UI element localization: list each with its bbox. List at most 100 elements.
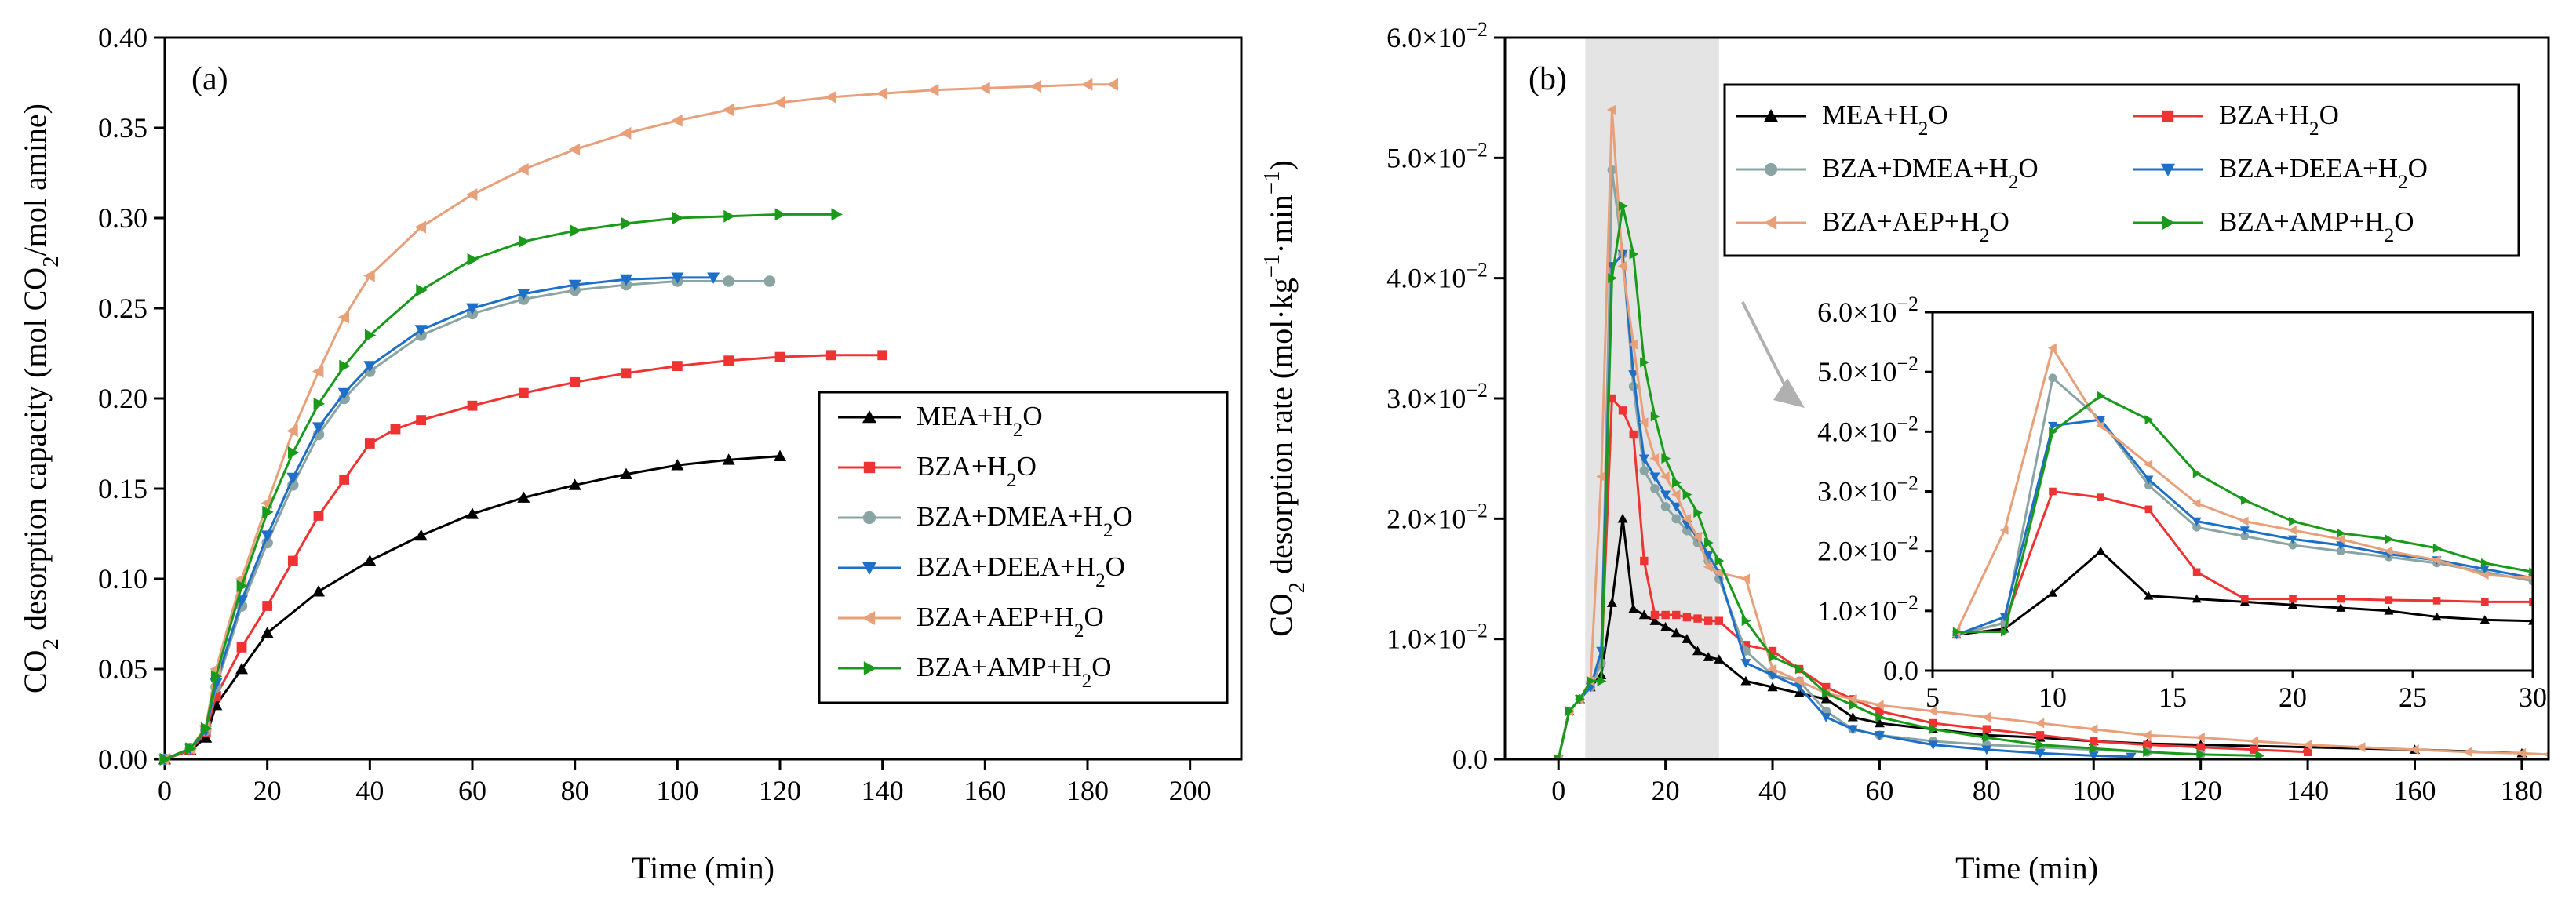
a-x-tick-label: 80 [561,775,589,806]
b-data-point-bza-aep-h2o [1874,700,1884,711]
x-axis-title-b: Time (min) [1955,850,2098,886]
inset-data-point-mea-h2o [2288,600,2297,609]
b-data-point-bza-amp-h2o [1822,688,1831,699]
b-data-point-bza-aep-h2o [1703,562,1713,573]
a-data-point-bza-h2o [518,387,529,398]
legend-entry-bza-amp-h2o: BZA+AMP+H2O [838,652,1112,692]
inset-data-point-bza-aep-h2o [2479,570,2489,580]
b-data-point-bza-amp-h2o [1875,711,1885,722]
b-data-point-bza-deea-h2o [1981,745,1992,755]
inset-data-point-mea-h2o [2048,587,2057,597]
inset-data-point-bza-h2o [2241,595,2249,603]
a-x-tick-label: 100 [656,775,698,806]
b-data-point-bza-aep-h2o [1847,693,1857,704]
b-data-point-bza-amp-h2o [1586,675,1596,686]
b-data-point-bza-h2o [1661,610,1670,620]
inset-data-point-bza-deea-h2o [2336,541,2346,551]
a-data-point-mea-h2o [671,459,684,471]
inset-data-point-bza-deea-h2o [2144,475,2154,485]
a-series-line-bza-dmea-h2o [164,280,770,761]
a-data-point-bza-amp-h2o [262,505,274,518]
b-data-point-bza-aep-h2o [1767,664,1777,675]
b-data-point-bza-amp-h2o [1703,537,1714,548]
a-data-point-bza-h2o [621,368,632,379]
a-data-point-bza-deea-h2o [414,325,428,336]
a-data-point-bza-deea-h2o [620,274,632,286]
b-series-line-bza-h2o [1557,395,2308,759]
a-x-tick-label: 140 [862,775,904,806]
b-data-point-bza-amp-h2o [1929,724,1939,735]
b-data-point-mea-h2o [1638,609,1649,620]
inset-data-point-bza-h2o [2481,598,2489,606]
inset-data-point-bza-amp-h2o [2144,415,2154,425]
b-x-tick-label: 100 [2072,775,2115,806]
a-data-point-bza-amp-h2o [210,670,223,683]
b-data-point-bza-h2o [1618,406,1627,415]
b-data-point-bza-amp-h2o [1650,411,1660,422]
a-data-point-bza-h2o [236,642,247,653]
b-data-point-bza-dmea-h2o [1671,514,1682,524]
a-data-point-mea-h2o [312,585,325,597]
b-data-point-bza-deea-h2o [1649,472,1660,482]
b-data-point-mea-h2o [1740,675,1751,686]
b-y-tick-label: 2.0×10−2 [1386,499,1488,535]
a-data-point-bza-deea-h2o [517,289,530,300]
a-y-tick-label: 0.05 [98,653,148,685]
a-x-tick-label: 20 [253,775,282,806]
a-y-tick-label: 0.20 [98,383,148,414]
b-data-point-bza-h2o [1640,556,1649,566]
inset-x-tick-label: 10 [2039,682,2067,713]
a-series-bza-amp-h2o [159,208,843,766]
a-series-line-bza-h2o [164,354,883,761]
legend-marker [1764,162,1778,176]
b-data-point-bza-aep-h2o [1928,706,1937,717]
b-data-point-mea-h2o [1606,598,1617,607]
inset-data-point-bza-amp-h2o [2241,495,2250,505]
a-data-point-mea-h2o [414,529,428,541]
b-data-point-bza-amp-h2o [1554,754,1564,759]
b-data-point-bza-h2o [2196,743,2205,751]
b-data-point-bza-h2o [2143,740,2152,749]
a-data-point-bza-h2o [467,400,478,411]
a-data-point-bza-aep-h2o [337,311,350,324]
inset-x-tick-label: 25 [2399,682,2427,713]
b-data-point-bza-amp-h2o [2196,749,2206,759]
a-data-point-bza-amp-h2o [621,216,632,230]
a-data-point-bza-amp-h2o [364,329,377,342]
b-data-point-bza-h2o [1982,725,1991,733]
legend-marker [1764,109,1778,122]
legend-label: BZA+DEEA+H2O [2219,153,2428,193]
b-data-point-bza-amp-h2o [1741,616,1751,627]
b-data-point-bza-amp-h2o [2090,743,2099,754]
b-data-point-bza-h2o [1929,718,1937,728]
inset-data-point-bza-h2o [2192,568,2201,576]
b-data-point-bza-amp-h2o [1768,652,1778,663]
a-data-point-bza-dmea-h2o [723,275,734,287]
inset-data-point-bza-h2o [2144,505,2153,514]
b-series-bza-aep-h2o [1553,104,2549,759]
b-data-point-bza-amp-h2o [1640,357,1649,368]
inset-data-point-bza-h2o [2049,487,2057,496]
inset-data-point-mea-h2o [2336,603,2346,612]
inset-data-point-bza-aep-h2o [2432,555,2441,566]
inset-data-point-bza-dmea-h2o [2288,540,2297,550]
b-y-tick-label: 6.0×10−2 [1386,18,1488,54]
inset-data-point-mea-h2o [2096,546,2106,555]
b-data-point-bza-h2o [1650,610,1660,620]
inset-data-point-bza-amp-h2o [2097,391,2106,401]
a-data-point-bza-aep-h2o [620,126,632,140]
a-data-point-bza-amp-h2o [313,397,325,410]
b-data-point-bza-aep-h2o [1671,489,1681,500]
b-data-point-bza-h2o [1672,610,1681,620]
b-data-point-bza-h2o [1608,394,1616,403]
b-data-point-bza-h2o [1693,614,1702,623]
b-data-point-bza-amp-h2o [1794,664,1805,675]
a-data-point-bza-aep-h2o [466,188,478,202]
legend-marker [862,511,876,525]
legend-marker [862,562,876,575]
a-y-tick-label: 0.40 [98,22,148,53]
a-series-line-bza-amp-h2o [164,213,836,761]
inset-data-point-bza-dmea-h2o [2048,373,2057,383]
a-y-tick-label: 0.30 [98,202,148,234]
inset-y-tick-label: 5.0×10−2 [1817,352,1918,388]
